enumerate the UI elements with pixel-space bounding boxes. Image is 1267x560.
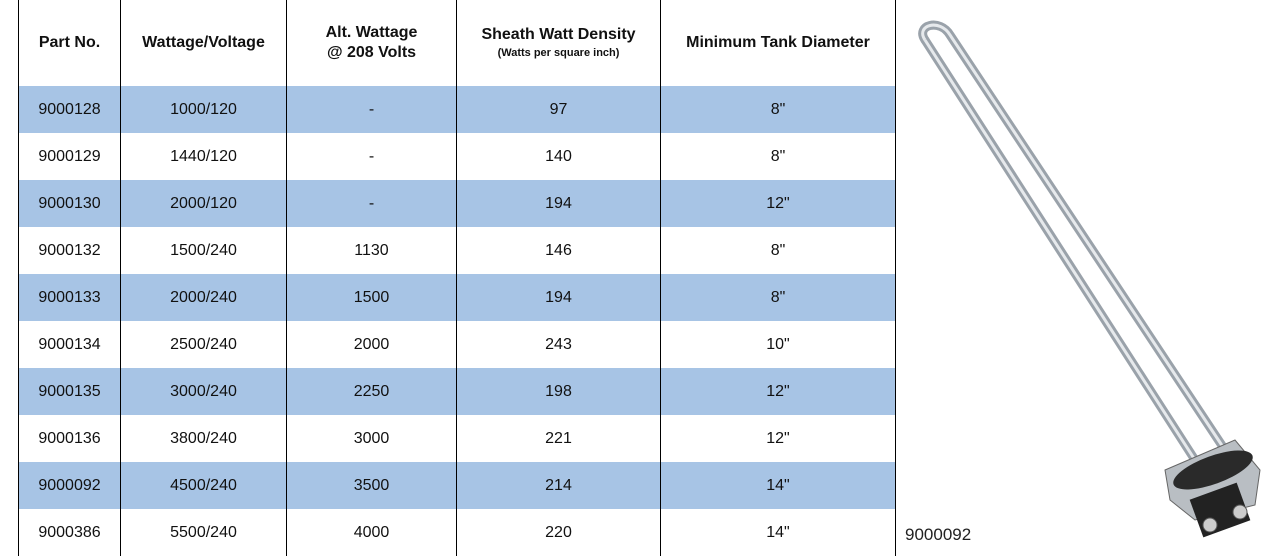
table-cell: 3000/240 xyxy=(121,368,287,415)
table-cell: 214 xyxy=(457,462,661,509)
header-line: Minimum Tank Diameter xyxy=(661,33,895,53)
table-cell: 146 xyxy=(457,227,661,274)
table-cell: 9000129 xyxy=(19,133,121,180)
header-note: (Watts per square inch) xyxy=(457,45,660,61)
table-cell: 8" xyxy=(661,86,896,133)
table-cell: 2500/240 xyxy=(121,321,287,368)
table-cell: 1500/240 xyxy=(121,227,287,274)
table-cell: 12" xyxy=(661,415,896,462)
table-cell: 9000128 xyxy=(19,86,121,133)
column-header: Sheath Watt Density(Watts per square inc… xyxy=(457,0,661,86)
table-cell: 8" xyxy=(661,274,896,321)
table-cell: 1130 xyxy=(287,227,457,274)
table-cell: 194 xyxy=(457,274,661,321)
header-line: Part No. xyxy=(19,33,120,53)
column-header: Wattage/Voltage xyxy=(121,0,287,86)
screw xyxy=(1203,518,1217,532)
table-cell: 1500 xyxy=(287,274,457,321)
table-cell: 9000092 xyxy=(19,462,121,509)
table-cell: 1000/120 xyxy=(121,86,287,133)
table-cell: 2000/240 xyxy=(121,274,287,321)
tube-highlights xyxy=(923,25,1225,460)
table-cell: 3800/240 xyxy=(121,415,287,462)
table-cell: 221 xyxy=(457,415,661,462)
table-cell: 9000134 xyxy=(19,321,121,368)
table-cell: 9000386 xyxy=(19,509,121,556)
header-line: Sheath Watt Density xyxy=(457,25,660,45)
table-cell: 8" xyxy=(661,133,896,180)
table-cell: 9000136 xyxy=(19,415,121,462)
column-header: Alt. Wattage@ 208 Volts xyxy=(287,0,457,86)
header-line: Wattage/Voltage xyxy=(121,33,286,53)
table-cell: 97 xyxy=(457,86,661,133)
table-cell: 220 xyxy=(457,509,661,556)
table-cell: 4000 xyxy=(287,509,457,556)
table-cell: 8" xyxy=(661,227,896,274)
table-cell: 9000132 xyxy=(19,227,121,274)
table-cell: 2250 xyxy=(287,368,457,415)
table-cell: 3500 xyxy=(287,462,457,509)
image-caption: 9000092 xyxy=(905,525,971,545)
table-cell: 140 xyxy=(457,133,661,180)
table-cell: 10" xyxy=(661,321,896,368)
screw xyxy=(1233,505,1247,519)
table-cell: 2000/120 xyxy=(121,180,287,227)
table-cell: 3000 xyxy=(287,415,457,462)
table-cell: 2000 xyxy=(287,321,457,368)
table-cell: 9000130 xyxy=(19,180,121,227)
heater-element-image xyxy=(895,0,1267,555)
table-cell: 243 xyxy=(457,321,661,368)
table-cell: 1440/120 xyxy=(121,133,287,180)
table-cell: 14" xyxy=(661,462,896,509)
table-cell: 14" xyxy=(661,509,896,556)
table-cell: - xyxy=(287,133,457,180)
table-cell: 198 xyxy=(457,368,661,415)
table-cell: - xyxy=(287,86,457,133)
table-cell: 12" xyxy=(661,368,896,415)
heater-tubes xyxy=(923,25,1225,460)
table-cell: - xyxy=(287,180,457,227)
table-cell: 9000133 xyxy=(19,274,121,321)
product-image-panel: 9000092 xyxy=(895,0,1267,555)
header-line: @ 208 Volts xyxy=(287,43,456,63)
page: Part No.Wattage/VoltageAlt. Wattage@ 208… xyxy=(0,0,1267,555)
table-cell: 9000135 xyxy=(19,368,121,415)
table-cell: 5500/240 xyxy=(121,509,287,556)
header-line: Alt. Wattage xyxy=(287,23,456,43)
column-header: Minimum Tank Diameter xyxy=(661,0,896,86)
column-header: Part No. xyxy=(19,0,121,86)
table-cell: 4500/240 xyxy=(121,462,287,509)
table-cell: 12" xyxy=(661,180,896,227)
table-cell: 194 xyxy=(457,180,661,227)
